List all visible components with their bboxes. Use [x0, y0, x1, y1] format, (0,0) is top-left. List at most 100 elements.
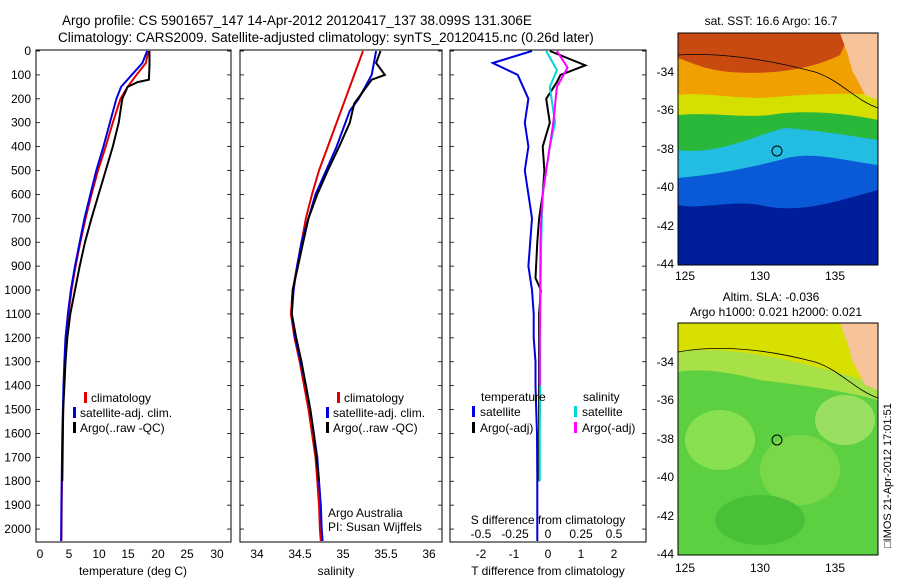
sal-tick-label: 35.5	[374, 547, 398, 561]
series-line-argo-raw-qc-	[290, 50, 387, 482]
series-line-temperature-argo-adj-	[534, 50, 589, 482]
salinity-plot	[289, 50, 387, 542]
sla-anomaly	[685, 410, 755, 470]
difference-legend: temperature salinity satellite Argo(-adj…	[472, 390, 635, 435]
sla-map-y-ticks: -34 -36 -38 -40 -42 -44	[657, 355, 675, 561]
s-diff-tick: 0.5	[606, 527, 623, 541]
coast-contour	[678, 53, 878, 109]
depth-tick-label: 1000	[4, 283, 31, 297]
title-line-2: Climatology: CARS2009. Satellite-adjuste…	[58, 30, 594, 45]
sst-map-title: sat. SST: 16.6 Argo: 16.7	[705, 14, 838, 28]
legend-label-climatology: climatology	[91, 391, 151, 405]
depth-tick-label: 700	[11, 211, 31, 225]
depth-tick-label: 300	[11, 116, 31, 130]
lat-tick: -36	[657, 103, 675, 117]
pi-note: PI: Susan Wijffels	[328, 520, 422, 534]
temp-tick-label: 20	[151, 547, 165, 561]
sla-anomaly	[715, 495, 805, 545]
legend-label-temp-satellite: satellite	[480, 405, 521, 419]
title-line-1: Argo profile: CS 5901657_147 14-Apr-2012…	[62, 13, 532, 28]
temperature-legend: climatology satellite-adj. clim. Argo(..…	[73, 391, 172, 435]
sst-warm-water	[678, 33, 850, 73]
argo-float-marker	[771, 145, 783, 157]
s-diff-tick: -0.25	[501, 527, 529, 541]
sal-tick-label: 34	[250, 547, 264, 561]
depth-tick-label: 1900	[4, 498, 31, 512]
depth-tick-label: 1100	[5, 307, 31, 321]
lat-tick: -34	[657, 355, 675, 369]
salinity-x-ticks: 34 34.5 35 35.5 36	[250, 547, 436, 561]
temp-tick-label: 30	[210, 547, 224, 561]
legend-swatch-temp-argo	[472, 422, 475, 433]
depth-tick-label: 600	[11, 187, 31, 201]
temp-tick-label: 15	[121, 547, 135, 561]
sal-tick-label: 34.5	[288, 547, 312, 561]
legend-swatch-argo	[326, 422, 329, 433]
legend-swatch-argo	[73, 422, 76, 433]
s-difference-label: S difference from climatology	[471, 513, 626, 527]
depth-tick-label: 1600	[4, 426, 31, 440]
salinity-legend: climatology satellite-adj. clim. Argo(..…	[326, 391, 425, 435]
s-diff-tick: -0.5	[471, 527, 492, 541]
temp-tick-label: 25	[180, 547, 194, 561]
lat-tick: -44	[657, 547, 675, 561]
sal-tick-label: 35	[336, 547, 350, 561]
depth-axis: 0 100 200 300 400 500 600 700 800 900 1000 1100 1200…	[4, 44, 646, 536]
sal-tick-label: 36	[422, 547, 436, 561]
series-line-salinity-argo-adj-	[538, 50, 569, 386]
series-line-satellite-adj-clim-	[290, 50, 378, 542]
imos-timestamp: □IMOS 21-Apr-2012 17:01:51	[882, 403, 894, 548]
land-mass	[840, 33, 878, 100]
t-diff-tick: 2	[611, 547, 618, 561]
lat-tick: -34	[657, 65, 675, 79]
legend-label-satellite: satellite-adj. clim.	[333, 406, 425, 420]
depth-tick-label: 800	[11, 235, 31, 249]
legend-label-sal-argo: Argo(-adj)	[582, 421, 635, 435]
lat-tick: -40	[657, 180, 675, 194]
depth-tick-label: 900	[11, 259, 31, 273]
t-diff-tick: -2	[476, 547, 487, 561]
t-difference-axis-label: T difference from climatology	[471, 564, 625, 578]
sla-anomaly	[815, 395, 875, 445]
lat-tick: -36	[657, 393, 675, 407]
legend-swatch-satellite	[73, 407, 76, 418]
depth-tick-label: 1500	[4, 403, 31, 417]
depth-tick-label: 1400	[4, 379, 31, 393]
depth-tick-label: 100	[11, 68, 31, 82]
s-diff-tick: 0.25	[569, 527, 593, 541]
depth-tick-label: 1200	[4, 331, 31, 345]
sst-map	[677, 32, 879, 266]
depth-tick-label: 0	[24, 44, 31, 58]
sst-map-frame	[677, 32, 879, 266]
temp-tick-label: 5	[66, 547, 73, 561]
sla-map-frame	[677, 322, 879, 556]
lat-tick: -38	[657, 432, 675, 446]
sla-map-title-2: Argo h1000: 0.021 h2000: 0.021	[690, 305, 862, 319]
depth-tick-label: 400	[11, 140, 31, 154]
lon-tick: 130	[750, 561, 770, 575]
temperature-x-ticks: 0 5 10 15 20 25 30	[37, 547, 224, 561]
land-mass	[840, 323, 878, 390]
legend-label-temp-argo: Argo(-adj)	[480, 421, 533, 435]
lat-tick: -44	[657, 257, 675, 271]
lat-tick: -38	[657, 142, 675, 156]
salinity-axis-label: salinity	[318, 564, 355, 578]
lon-tick: 125	[675, 561, 695, 575]
legend-label-sal-satellite: satellite	[582, 405, 623, 419]
float-owner-note: Argo Australia	[328, 506, 403, 520]
salinity-panel-frame	[239, 49, 443, 543]
legend-swatch-sal-satellite	[574, 406, 577, 417]
sla-map	[677, 322, 879, 556]
lat-tick: -42	[657, 219, 675, 233]
lon-tick: 130	[750, 269, 770, 283]
difference-plot	[490, 50, 589, 541]
legend-swatch-climatology	[337, 392, 340, 403]
lat-tick: -42	[657, 509, 675, 523]
s-difference-ticks: -0.5 -0.25 0 0.25 0.5	[471, 527, 623, 541]
temp-tick-label: 10	[92, 547, 106, 561]
depth-tick-label: 1800	[4, 474, 31, 488]
difference-panel-frame	[449, 49, 647, 543]
t-diff-tick: 0	[545, 547, 552, 561]
sla-anomaly	[760, 435, 840, 505]
